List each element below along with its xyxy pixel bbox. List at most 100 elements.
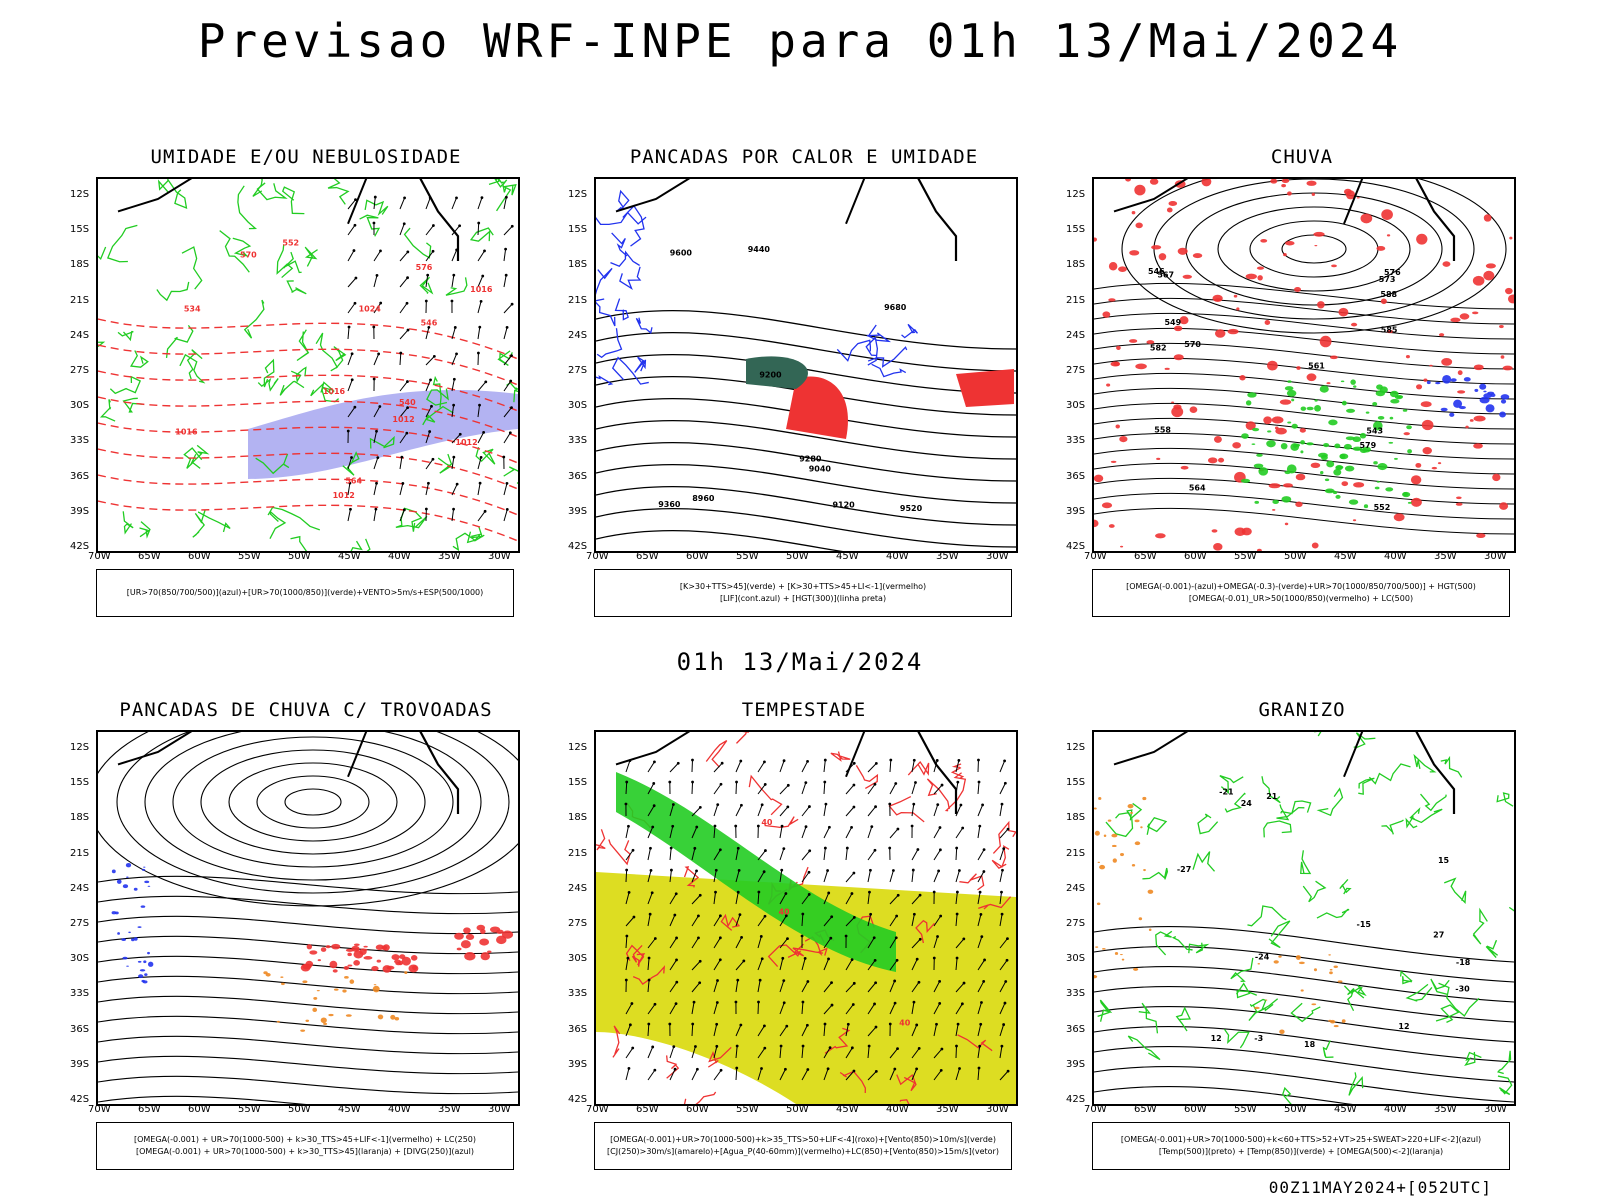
precipitable-water-contour-red xyxy=(888,796,925,823)
wind-vector-head xyxy=(624,802,628,806)
wind-vector xyxy=(779,980,785,993)
wind-vector xyxy=(451,197,457,210)
contour-label: 552 xyxy=(1374,503,1391,512)
temperature-contour-green xyxy=(1368,763,1411,785)
wind-vector-head xyxy=(804,825,808,829)
wind-vector-head xyxy=(625,780,629,784)
wind-vector-head xyxy=(649,868,653,872)
wind-vector-head xyxy=(1000,912,1004,916)
thunder-cell-red xyxy=(454,932,464,940)
precipitable-water-contour-red xyxy=(896,1074,917,1092)
wind-vector xyxy=(999,760,1006,773)
contour-label: 9440 xyxy=(748,245,771,254)
wind-vector-head xyxy=(1002,847,1006,851)
precipitable-water-contour-red xyxy=(736,732,750,744)
wind-vector-head xyxy=(402,508,406,512)
lif-contour-blue xyxy=(865,336,879,366)
wind-vector-head xyxy=(852,871,856,875)
latitude-label: 12S xyxy=(568,189,588,200)
divergence-cell-blue xyxy=(139,969,146,972)
contour-line xyxy=(596,485,1016,526)
wind-vector-head xyxy=(939,1069,943,1072)
rain-cell-red xyxy=(1120,545,1124,548)
wind-vector xyxy=(477,405,481,418)
thunder-cell-red xyxy=(487,950,492,954)
wind-vector-head xyxy=(353,223,357,227)
latitude-label: 30S xyxy=(1066,953,1086,965)
longitude-label: 35W xyxy=(936,551,959,562)
rain-cell-red xyxy=(1207,457,1218,464)
thunder-cell-red xyxy=(300,963,311,972)
wind-vector xyxy=(801,1025,808,1037)
rain-cell-red xyxy=(1281,179,1290,184)
contour-label: 573 xyxy=(1379,275,1396,284)
contour-line xyxy=(98,1055,518,1075)
temperature-contour-green xyxy=(1224,792,1246,813)
omega-cell-orange xyxy=(1148,928,1152,932)
wind-vector xyxy=(955,760,960,773)
rain-cell-red xyxy=(1310,462,1321,468)
rain-cell-blue xyxy=(1479,383,1487,390)
rain-cell-green xyxy=(1272,499,1279,505)
wind-vector-head xyxy=(736,978,740,982)
panel-legend: [OMEGA(-0.001) + UR>70(1000-500) + k>30_… xyxy=(96,1122,514,1170)
rain-cell-red xyxy=(1472,311,1479,315)
divergence-cell-blue xyxy=(121,938,126,942)
wind-vector-head xyxy=(758,978,762,982)
wind-vector xyxy=(691,915,699,927)
contour-line xyxy=(1094,1025,1514,1063)
wind-vector xyxy=(477,197,483,210)
wind-vector-head xyxy=(400,455,404,459)
rain-cell-green xyxy=(1323,442,1330,448)
contour-line xyxy=(596,331,1016,372)
humidity-band-blue xyxy=(248,389,518,479)
rain-cell-red xyxy=(1299,428,1306,433)
wind-vector xyxy=(735,1024,742,1037)
wind-vector-head xyxy=(375,481,378,485)
thunder-cell-orange xyxy=(372,985,380,993)
humidity-contour-green xyxy=(452,531,477,551)
latitude-label: 27S xyxy=(70,918,90,929)
wind-vector-head xyxy=(374,507,378,511)
wind-vector xyxy=(955,914,958,927)
wind-vector-head xyxy=(872,936,876,940)
wind-vector xyxy=(647,848,651,861)
contour-line xyxy=(596,529,843,551)
wind-vector xyxy=(735,781,738,795)
rain-cell-red xyxy=(1465,425,1469,429)
temperature-contour-green xyxy=(1235,982,1258,999)
wind-vector xyxy=(425,356,435,366)
wind-vector-head xyxy=(483,249,486,253)
wind-vector xyxy=(735,848,739,861)
rain-cell-red xyxy=(1211,529,1218,533)
temperature-contour-green xyxy=(1263,820,1292,838)
wind-vector xyxy=(801,1001,804,1015)
wind-vector xyxy=(503,380,512,392)
wind-vector-head xyxy=(830,1003,834,1007)
wind-vector-head xyxy=(962,937,966,941)
wind-vector xyxy=(779,958,784,971)
wind-vector-head xyxy=(763,914,767,918)
wind-vector-head xyxy=(672,1045,676,1049)
wind-vector xyxy=(757,891,760,905)
contour-line xyxy=(1094,282,1514,310)
wind-vector xyxy=(977,981,985,993)
wind-vector-head xyxy=(759,935,763,938)
longitude-label: 50W xyxy=(288,1104,311,1115)
wind-vector-head xyxy=(350,352,354,356)
panel-legend: [K>30+TTS>45](verde) + [K>30+TTS>45+LI<-… xyxy=(594,569,1012,617)
wind-vector xyxy=(713,1070,722,1081)
thunder-cell-red xyxy=(496,935,507,945)
wind-vector-head xyxy=(718,914,722,918)
lif-contour-blue xyxy=(614,298,629,321)
wind-vector xyxy=(347,509,351,522)
wind-vector-head xyxy=(372,377,376,381)
rain-cell-red xyxy=(1284,522,1289,526)
wind-vector xyxy=(347,302,356,314)
contour-line xyxy=(1094,1065,1514,1103)
wind-vector xyxy=(373,483,378,496)
contour-label: -21 xyxy=(1219,788,1234,797)
wind-vector-head xyxy=(852,761,856,765)
omega-cell-orange xyxy=(1253,1006,1260,1010)
wind-vector-head xyxy=(647,978,651,982)
